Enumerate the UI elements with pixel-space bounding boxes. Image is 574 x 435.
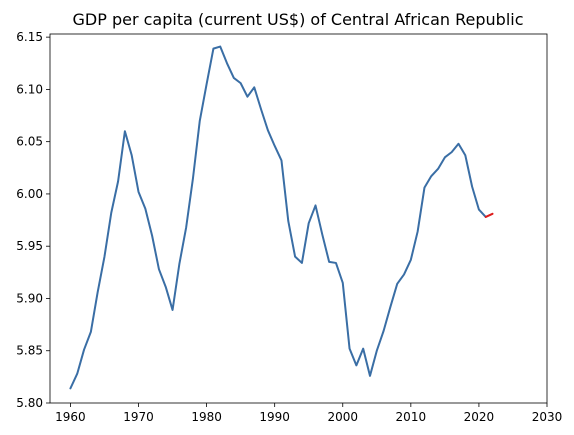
x-tick-label: 2010 bbox=[396, 410, 427, 424]
x-tick-label: 1970 bbox=[123, 410, 154, 424]
y-tick-label: 5.95 bbox=[16, 239, 43, 253]
chart-title: GDP per capita (current US$) of Central … bbox=[73, 10, 524, 29]
series-line-projection bbox=[484, 212, 494, 218]
y-tick-label: 5.85 bbox=[16, 344, 43, 358]
x-tick-label: 2000 bbox=[327, 410, 358, 424]
y-tick-label: 5.80 bbox=[16, 396, 43, 410]
x-tick-label: 1960 bbox=[55, 410, 86, 424]
x-tick-label: 1990 bbox=[259, 410, 290, 424]
y-tick-label: 6.00 bbox=[16, 187, 43, 201]
y-tick-label: 5.90 bbox=[16, 291, 43, 305]
plot-area: 1960 1970 1980 1990 2000 2010 2020 2030 5.80 5.85… bbox=[16, 30, 562, 424]
y-tick-label: 6.05 bbox=[16, 135, 43, 149]
y-tick-label: 6.10 bbox=[16, 82, 43, 96]
x-tick-label: 2020 bbox=[464, 410, 495, 424]
series-line-gdp bbox=[69, 45, 487, 390]
y-tick-label: 6.15 bbox=[16, 30, 43, 44]
x-tick-label: 2030 bbox=[532, 410, 563, 424]
axes-frame bbox=[49, 33, 548, 404]
x-tick-label: 1980 bbox=[191, 410, 222, 424]
